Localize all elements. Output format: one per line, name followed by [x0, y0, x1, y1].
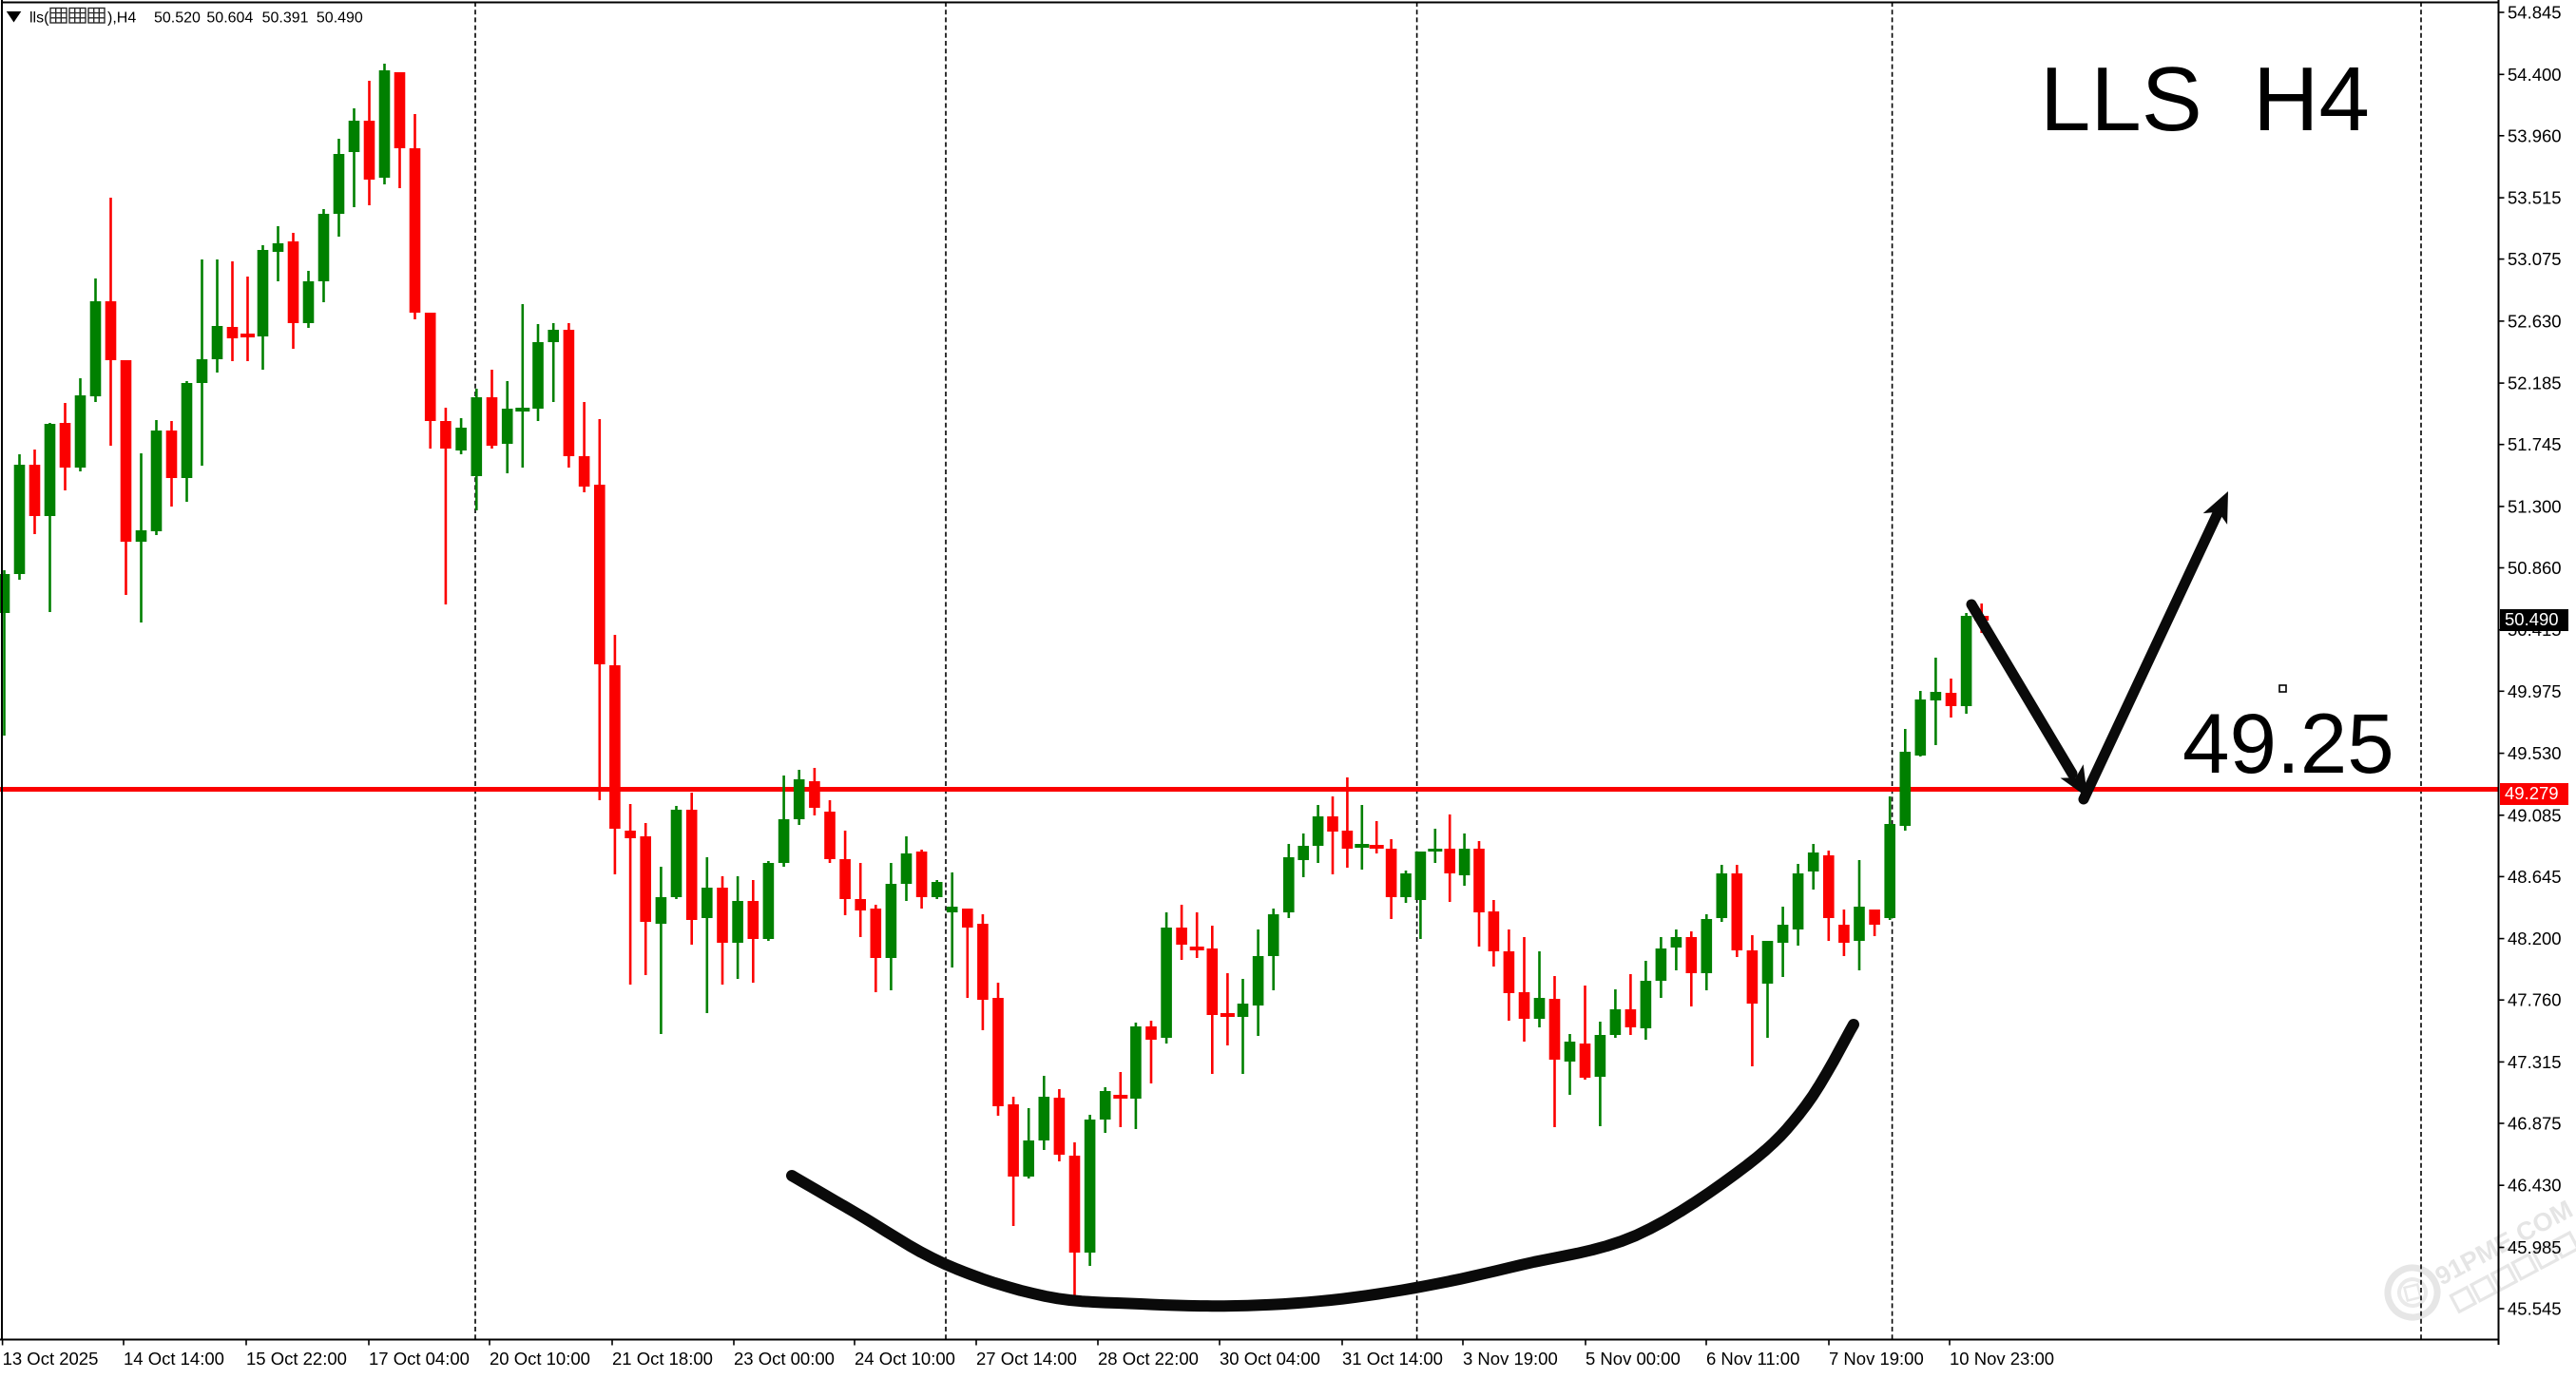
svg-text:13 Oct 2025: 13 Oct 2025 [3, 1349, 99, 1369]
svg-text:23 Oct 00:00: 23 Oct 00:00 [734, 1349, 835, 1369]
svg-text:lls(: lls( [29, 10, 49, 27]
svg-text:48.200: 48.200 [2508, 929, 2562, 948]
svg-text:49.975: 49.975 [2508, 681, 2562, 701]
svg-text:14 Oct 14:00: 14 Oct 14:00 [124, 1349, 224, 1369]
svg-text:50.391: 50.391 [262, 10, 309, 27]
svg-text:15 Oct 22:00: 15 Oct 22:00 [246, 1349, 347, 1369]
svg-text:30 Oct 04:00: 30 Oct 04:00 [1220, 1349, 1320, 1369]
svg-text:48.645: 48.645 [2508, 867, 2562, 887]
svg-text:52.630: 52.630 [2508, 311, 2562, 331]
svg-text:27 Oct 14:00: 27 Oct 14:00 [976, 1349, 1077, 1369]
svg-text:17 Oct 04:00: 17 Oct 04:00 [369, 1349, 470, 1369]
svg-text:6 Nov 11:00: 6 Nov 11:00 [1706, 1349, 1799, 1369]
svg-text:21 Oct 18:00: 21 Oct 18:00 [612, 1349, 713, 1369]
svg-text:20 Oct 10:00: 20 Oct 10:00 [490, 1349, 590, 1369]
svg-text:),H4: ),H4 [107, 10, 136, 27]
svg-text:53.075: 53.075 [2508, 249, 2562, 269]
svg-text:45.985: 45.985 [2508, 1237, 2562, 1257]
svg-text:7 Nov 19:00: 7 Nov 19:00 [1829, 1349, 1924, 1369]
svg-text:49.085: 49.085 [2508, 805, 2562, 825]
svg-text:51.745: 51.745 [2508, 434, 2562, 454]
svg-text:54.845: 54.845 [2508, 3, 2562, 23]
svg-text:LLS H4: LLS H4 [2040, 48, 2370, 150]
svg-text:50.490: 50.490 [2505, 609, 2559, 629]
svg-text:28 Oct 22:00: 28 Oct 22:00 [1098, 1349, 1199, 1369]
svg-text:47.760: 47.760 [2508, 990, 2562, 1010]
svg-text:49.279: 49.279 [2505, 783, 2559, 803]
svg-text:54.400: 54.400 [2508, 65, 2562, 85]
svg-text:50.604: 50.604 [206, 10, 253, 27]
svg-text:53.960: 53.960 [2508, 125, 2562, 145]
svg-text:49.25: 49.25 [2182, 696, 2394, 791]
svg-text:5 Nov 00:00: 5 Nov 00:00 [1586, 1349, 1681, 1369]
svg-text:51.300: 51.300 [2508, 496, 2562, 516]
svg-text:31 Oct 14:00: 31 Oct 14:00 [1342, 1349, 1443, 1369]
svg-text:3 Nov 19:00: 3 Nov 19:00 [1463, 1349, 1558, 1369]
svg-text:50.520: 50.520 [154, 10, 201, 27]
svg-text:49.530: 49.530 [2508, 743, 2562, 763]
svg-text:46.875: 46.875 [2508, 1114, 2562, 1134]
svg-text:50.860: 50.860 [2508, 558, 2562, 578]
svg-text:47.315: 47.315 [2508, 1052, 2562, 1072]
svg-text:52.185: 52.185 [2508, 373, 2562, 393]
svg-text:24 Oct 10:00: 24 Oct 10:00 [855, 1349, 955, 1369]
svg-text:45.545: 45.545 [2508, 1299, 2562, 1319]
svg-text:50.490: 50.490 [317, 10, 363, 27]
svg-text:46.430: 46.430 [2508, 1176, 2562, 1196]
svg-text:53.515: 53.515 [2508, 188, 2562, 208]
svg-text:10 Nov 23:00: 10 Nov 23:00 [1950, 1349, 2054, 1369]
